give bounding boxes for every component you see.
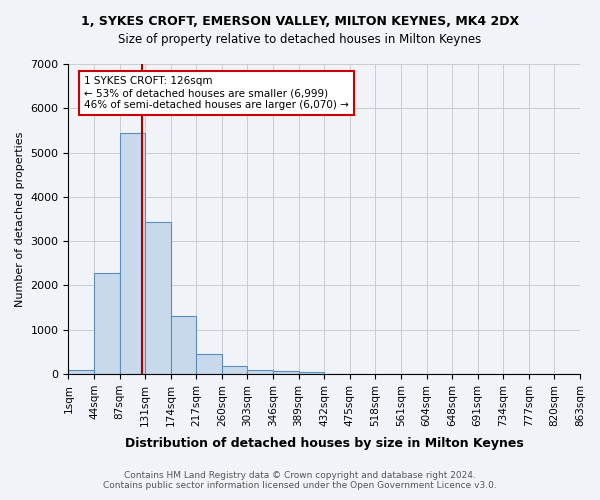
Text: Size of property relative to detached houses in Milton Keynes: Size of property relative to detached ho… [118,32,482,46]
Bar [222,366,247,374]
Bar [68,370,94,374]
X-axis label: Distribution of detached houses by size in Milton Keynes: Distribution of detached houses by size … [125,437,524,450]
Bar [247,370,273,374]
Y-axis label: Number of detached properties: Number of detached properties [15,132,25,306]
Bar [171,316,196,374]
Text: 1, SYKES CROFT, EMERSON VALLEY, MILTON KEYNES, MK4 2DX: 1, SYKES CROFT, EMERSON VALLEY, MILTON K… [81,15,519,28]
Bar [145,222,171,374]
Bar [299,372,324,374]
Text: 1 SYKES CROFT: 126sqm
← 53% of detached houses are smaller (6,999)
46% of semi-d: 1 SYKES CROFT: 126sqm ← 53% of detached … [84,76,349,110]
Bar [196,354,222,374]
Bar [94,273,119,374]
Bar [119,132,145,374]
Bar [273,370,299,374]
Text: Contains HM Land Registry data © Crown copyright and database right 2024.
Contai: Contains HM Land Registry data © Crown c… [103,470,497,490]
